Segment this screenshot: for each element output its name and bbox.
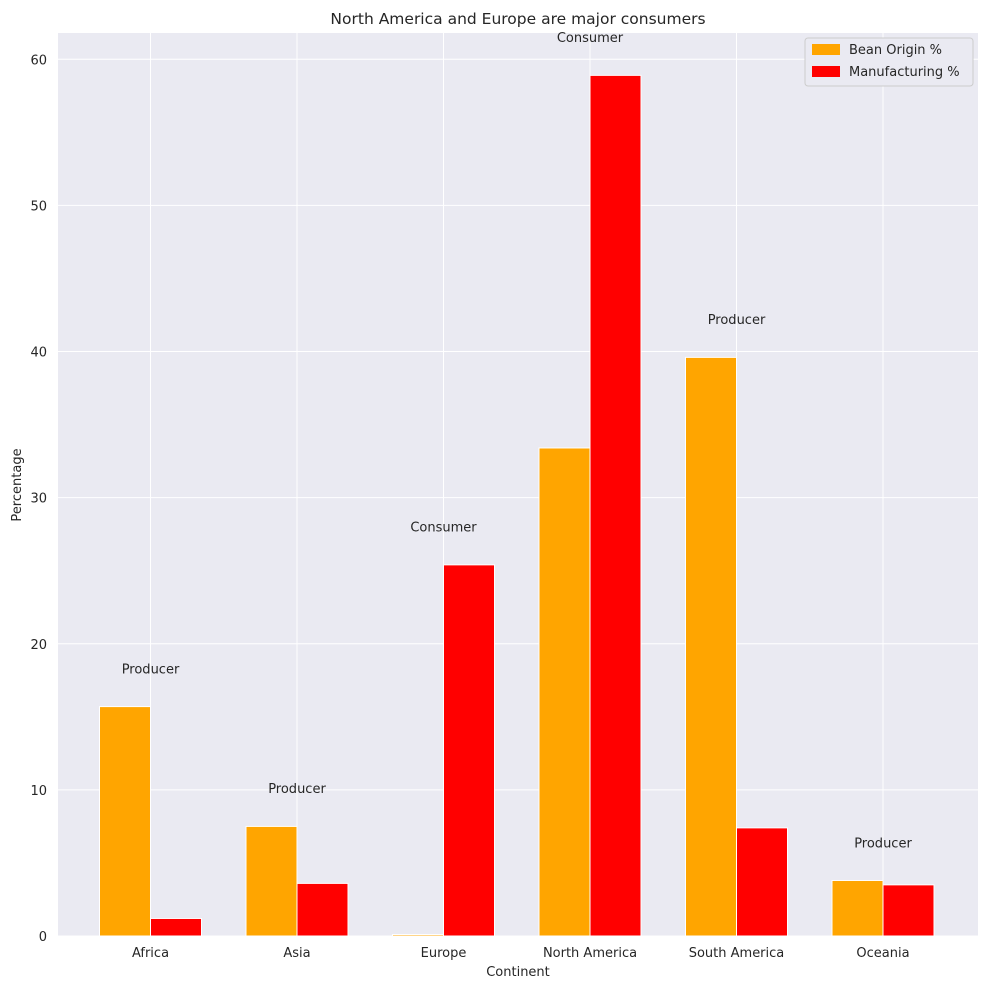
bar-manufacturing: [882, 884, 935, 937]
legend-label-manufacturing: Manufacturing %: [849, 65, 960, 80]
x-tick-label: North America: [543, 946, 637, 961]
y-tick-label: 50: [30, 199, 47, 214]
y-axis-label: Percentage: [10, 448, 25, 521]
x-tick-label: South America: [689, 946, 785, 961]
legend-label-bean-origin: Bean Origin %: [849, 43, 942, 58]
annotation-label: Producer: [854, 836, 912, 851]
bar-manufacturing: [589, 74, 642, 937]
bar-bean-origin: [685, 356, 737, 937]
y-tick-label: 30: [30, 492, 47, 507]
y-ticks: 0 10 20 30 40 50 60: [30, 53, 47, 945]
annotation-label: Consumer: [557, 31, 624, 46]
x-ticks: Africa Asia Europe North America South Ameri…: [132, 946, 910, 961]
x-tick-label: Europe: [421, 946, 467, 961]
bar-bean-origin: [538, 447, 591, 937]
y-tick-label: 60: [30, 53, 47, 68]
bar-bean-origin: [392, 934, 444, 937]
annotations: Producer Producer Consumer Consumer Producer…: [122, 31, 913, 851]
legend-swatch-bean-origin: [812, 44, 840, 55]
bar-manufacturing: [150, 917, 202, 937]
bar-manufacturing: [443, 564, 495, 937]
y-tick-label: 0: [39, 930, 47, 945]
y-tick-label: 40: [30, 346, 47, 361]
bar-bean-origin: [99, 706, 151, 937]
legend: Bean Origin % Manufacturing %: [804, 37, 974, 87]
y-tick-label: 10: [30, 784, 47, 799]
annotation-label: Producer: [708, 313, 766, 328]
bars: [99, 74, 935, 937]
annotation-label: Consumer: [410, 521, 477, 536]
x-axis-label: Continent: [486, 965, 550, 980]
legend-box: [804, 37, 974, 87]
bar-manufacturing: [736, 827, 788, 937]
bar-bean-origin: [245, 825, 298, 937]
annotation-label: Producer: [268, 782, 326, 797]
bar-manufacturing: [296, 882, 349, 937]
chart-title: North America and Europe are major consu…: [330, 10, 705, 28]
plot-background: [58, 33, 978, 936]
legend-swatch-manufacturing: [812, 66, 840, 77]
bar-bean-origin: [831, 879, 884, 937]
annotation-label: Producer: [122, 662, 180, 677]
y-tick-label: 20: [30, 638, 47, 653]
x-tick-label: Africa: [132, 946, 169, 961]
x-tick-label: Asia: [283, 946, 310, 961]
x-tick-label: Oceania: [856, 946, 909, 961]
